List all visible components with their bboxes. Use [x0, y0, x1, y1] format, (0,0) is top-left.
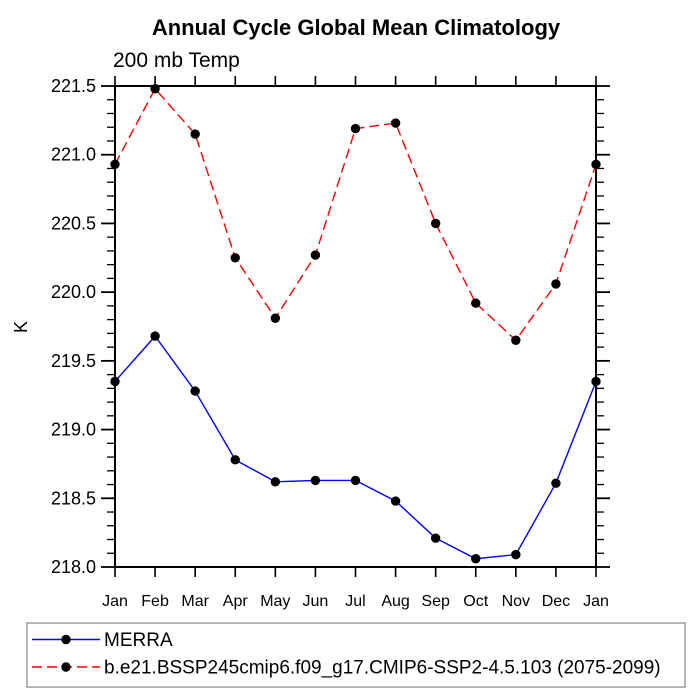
data-point-merra — [270, 477, 281, 487]
data-point-cmip6-ssp245 — [110, 159, 120, 170]
y-tick-label: 218.5 — [51, 488, 96, 508]
chart-subtitle: 200 mb Temp — [113, 49, 240, 72]
y-axis-label: K — [11, 321, 31, 333]
x-tick-label: Jul — [345, 593, 365, 610]
x-tick-label: Oct — [463, 593, 488, 610]
data-point-merra — [430, 533, 441, 543]
x-tick-label: Jan — [583, 593, 609, 610]
legend-box — [26, 622, 686, 688]
x-tick-label: Nov — [502, 593, 530, 610]
x-tick-label: Jan — [102, 593, 128, 610]
x-tick-label: Aug — [381, 593, 409, 610]
plot-box — [114, 85, 597, 568]
y-tick-label: 219.5 — [51, 351, 96, 371]
data-point-cmip6-ssp245 — [310, 250, 321, 260]
x-tick-label: Sep — [421, 593, 450, 610]
y-tick-label: 221.5 — [51, 76, 96, 96]
chart-title: Annual Cycle Global Mean Climatology — [152, 15, 561, 40]
y-tick-label: 219.0 — [51, 420, 96, 440]
data-point-cmip6-ssp245 — [511, 335, 521, 345]
data-point-merra — [110, 376, 120, 387]
x-tick-label: Feb — [141, 593, 169, 610]
x-tick-label: Dec — [542, 593, 570, 610]
legend-label-merra: MERRA — [104, 630, 173, 651]
data-point-merra — [591, 376, 601, 387]
y-tick-label: 221.0 — [51, 145, 96, 165]
data-point-merra — [350, 475, 361, 486]
data-point-cmip6-ssp245 — [430, 218, 441, 229]
data-point-cmip6-ssp245 — [230, 253, 240, 263]
legend: MERRA b.e21.BSSP245cmip6.f09_g17.CMIP6-SS… — [26, 622, 686, 688]
data-point-merra — [230, 455, 240, 465]
data-point-cmip6-ssp245 — [190, 129, 200, 139]
data-point-cmip6-ssp245 — [150, 84, 160, 94]
x-tick-label: May — [260, 593, 290, 610]
data-point-merra — [511, 549, 521, 560]
data-point-merra — [390, 496, 401, 506]
x-tick-label: Jun — [303, 593, 329, 610]
data-point-cmip6-ssp245 — [350, 123, 361, 134]
data-point-merra — [471, 554, 481, 564]
data-point-cmip6-ssp245 — [471, 298, 481, 308]
data-point-cmip6-ssp245 — [551, 279, 561, 289]
data-point-cmip6-ssp245 — [591, 159, 601, 170]
series-line-merra — [114, 335, 597, 560]
plot-area: Jan Feb Mar Apr May Jun Jul Aug Sep Oct Nov Dec Jan 2… — [51, 76, 610, 610]
legend-marker-cmip6-ssp245 — [61, 662, 71, 672]
y-tick-label: 220.0 — [51, 282, 96, 302]
x-tick-label: Apr — [223, 593, 249, 610]
data-point-merra — [150, 331, 160, 341]
y-tick-label: 220.5 — [51, 213, 96, 233]
x-tick-label: Mar — [181, 593, 209, 610]
data-point-cmip6-ssp245 — [390, 118, 401, 128]
legend-marker-merra — [61, 634, 71, 645]
y-tick-label: 218.0 — [51, 557, 96, 577]
data-point-merra — [190, 386, 200, 396]
legend-label-cmip6-ssp245: b.e21.BSSP245cmip6.f09_g17.CMIP6-SSP2-4.… — [104, 658, 661, 679]
data-point-merra — [551, 478, 561, 488]
data-point-merra — [310, 475, 321, 486]
data-point-cmip6-ssp245 — [270, 313, 281, 323]
